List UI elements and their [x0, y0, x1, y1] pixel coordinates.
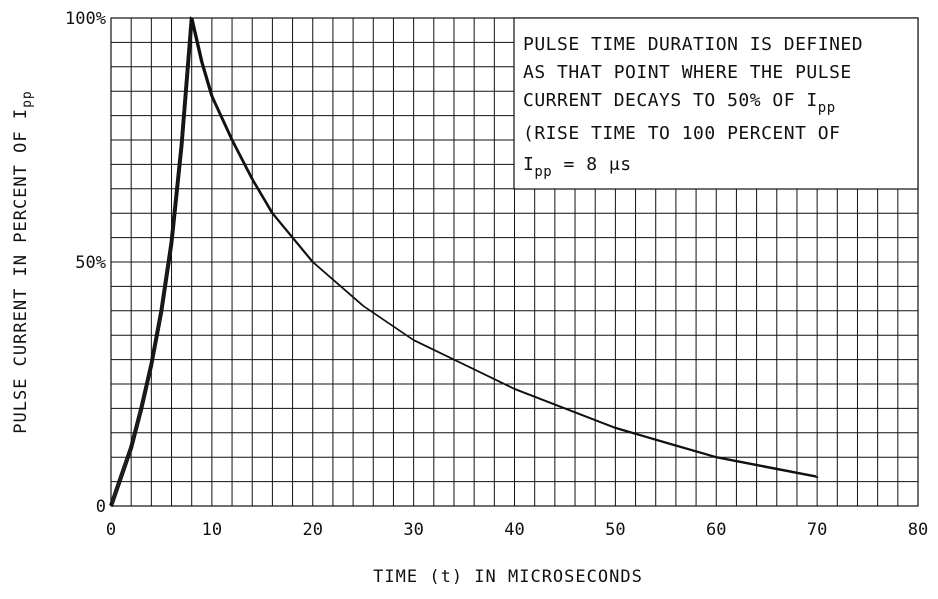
y-tick-label: 100%	[65, 9, 106, 29]
x-tick-label: 60	[706, 520, 726, 540]
annotation-line: AS THAT POINT WHERE THE PULSE	[523, 62, 852, 83]
annotation-box: PULSE TIME DURATION IS DEFINED AS THAT PO…	[514, 18, 918, 189]
x-tick-label: 80	[908, 520, 928, 540]
x-tick-label: 50	[605, 520, 625, 540]
x-axis-title: TIME (t) IN MICROSECONDS	[373, 567, 643, 587]
x-tick-label: 40	[504, 520, 524, 540]
annotation-line: PULSE TIME DURATION IS DEFINED	[523, 34, 863, 55]
y-tick-label: 50%	[75, 253, 106, 273]
annotation-line: (RISE TIME TO 100 PERCENT OF	[523, 123, 840, 144]
y-axis-title: PULSE CURRENT IN PERCENT OF Ipp	[11, 90, 35, 433]
x-tick-label: 70	[807, 520, 827, 540]
y-axis-title-main: PULSE CURRENT IN PERCENT OF I	[11, 108, 31, 434]
x-tick-label: 20	[303, 520, 323, 540]
x-tick-label: 30	[403, 520, 423, 540]
y-tick-label: 0	[96, 497, 106, 517]
x-tick-label: 10	[202, 520, 222, 540]
x-tick-label: 0	[106, 520, 116, 540]
y-axis-title-subscript: pp	[20, 90, 35, 108]
